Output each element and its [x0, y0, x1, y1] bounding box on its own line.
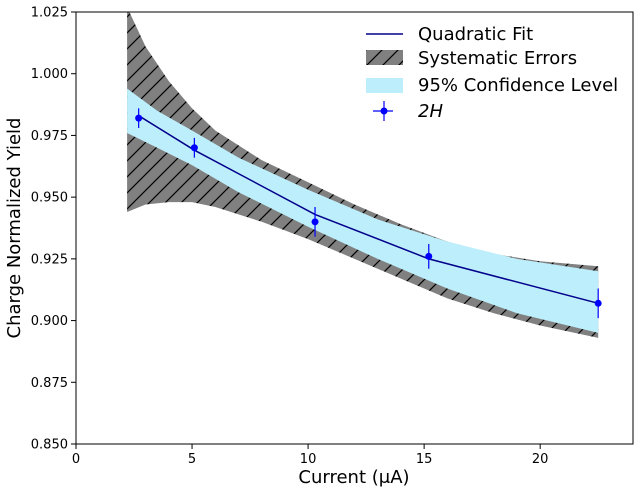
y-axis-label: Charge Normalized Yield	[4, 118, 25, 339]
x-tick-label: 0	[72, 452, 80, 467]
y-tick-label: 1.000	[31, 67, 68, 82]
data-point-marker	[135, 114, 143, 122]
data-point	[594, 288, 602, 319]
data-point	[311, 207, 319, 237]
legend-data-label-text: 2H	[418, 101, 443, 122]
x-tick-label: 15	[416, 452, 433, 467]
legend-systematic-swatch	[366, 50, 403, 65]
data-point	[425, 244, 433, 269]
y-tick-label: 0.875	[31, 376, 68, 391]
data-point-marker	[425, 252, 433, 260]
data-point-marker	[594, 299, 602, 307]
legend-fit-label: Quadratic Fit	[418, 24, 533, 45]
x-axis-label: Current (μA)	[298, 467, 409, 488]
data-point-marker	[311, 218, 319, 226]
legend: Quadratic Fit Systematic Errors 95% Conf…	[366, 24, 618, 122]
y-tick-label: 0.850	[31, 438, 68, 453]
data-point	[135, 108, 143, 129]
y-tick-label: 0.900	[31, 314, 68, 329]
legend-data-label: 2H	[418, 101, 443, 122]
data-point	[190, 137, 198, 158]
y-tick-label: 0.950	[31, 191, 68, 206]
legend-systematic-label: Systematic Errors	[418, 48, 577, 69]
plot-frame	[75, 11, 634, 445]
legend-data-marker	[373, 101, 393, 121]
y-tick-label: 0.925	[31, 252, 68, 267]
legend-confidence-swatch	[366, 78, 403, 93]
y-tick-label: 1.025	[31, 6, 68, 21]
data-point-marker	[190, 144, 198, 152]
legend-confidence-label: 95% Confidence Level	[418, 75, 618, 96]
x-tick-label: 5	[188, 452, 196, 467]
x-tick-label: 10	[300, 452, 317, 467]
x-tick-label: 20	[532, 452, 549, 467]
y-tick-label: 0.975	[31, 129, 68, 144]
